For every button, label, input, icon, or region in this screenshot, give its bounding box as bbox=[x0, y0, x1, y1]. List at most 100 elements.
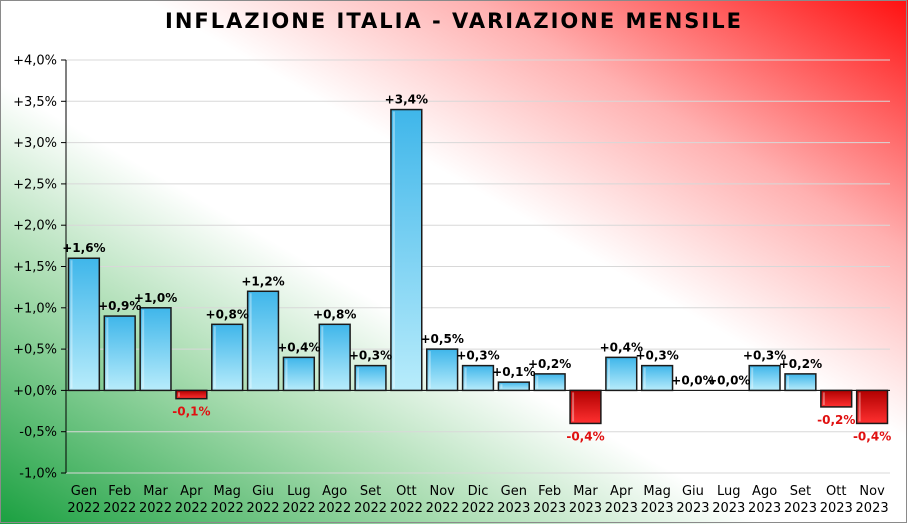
x-tick-year: 2022 bbox=[103, 501, 136, 516]
data-label: -0,4% bbox=[566, 429, 604, 443]
y-tick-label: +0,5% bbox=[13, 343, 57, 358]
x-tick-month: Lug bbox=[287, 484, 311, 499]
y-tick-label: -1,0% bbox=[19, 467, 57, 482]
y-tick-label: +2,5% bbox=[13, 177, 57, 192]
data-label: -0,2% bbox=[817, 413, 855, 427]
x-tick-month: Ott bbox=[826, 484, 846, 499]
bar-dic-2022 bbox=[461, 364, 495, 392]
y-tick-label: +2,0% bbox=[13, 219, 57, 234]
x-tick-month: Gen bbox=[501, 484, 527, 499]
data-label: +0,9% bbox=[98, 299, 141, 313]
x-tick-year: 2023 bbox=[676, 501, 709, 516]
data-label: +1,0% bbox=[134, 291, 177, 305]
x-tick-month: Giu bbox=[682, 484, 704, 499]
bar-nov-2022 bbox=[426, 348, 459, 392]
data-label: +0,5% bbox=[421, 332, 464, 346]
x-tick-month: Dic bbox=[468, 484, 489, 499]
x-tick-month: Giu bbox=[252, 484, 274, 499]
bar-ott-2023 bbox=[820, 389, 853, 408]
x-tick-year: 2023 bbox=[784, 501, 817, 516]
y-tick-label: +3,0% bbox=[13, 136, 57, 151]
x-tick-year: 2022 bbox=[318, 501, 351, 516]
x-tick-year: 2023 bbox=[641, 501, 674, 516]
x-axis-tick-labels: Gen 2022 Feb 2022 Mar 2022 Apr 2022 Mag 2022 Giu 20… bbox=[67, 484, 888, 516]
bar-giu-2022 bbox=[246, 290, 280, 392]
x-tick-month: Ott bbox=[396, 484, 416, 499]
bar-lug-2022 bbox=[282, 356, 316, 392]
x-tick-month: Set bbox=[360, 484, 381, 499]
data-label: +0,0% bbox=[671, 373, 714, 387]
x-tick-year: 2023 bbox=[712, 501, 745, 516]
bar-mag-2023 bbox=[640, 364, 674, 392]
bar-ago-2023 bbox=[748, 364, 781, 392]
bar-mar-2023 bbox=[569, 389, 602, 425]
x-tick-month: Set bbox=[790, 484, 811, 499]
x-tick-year: 2022 bbox=[139, 501, 172, 516]
x-tick-year: 2022 bbox=[175, 501, 208, 516]
x-tick-month: Mar bbox=[143, 484, 168, 499]
data-labels: +1,6% +0,9%+1,0% -0,1% +0,8% +1,2% +0,4% +0,8%… bbox=[62, 93, 891, 444]
bar-feb-2023 bbox=[533, 373, 566, 392]
x-tick-year: 2023 bbox=[569, 501, 602, 516]
y-tick-label: +4,0% bbox=[13, 54, 57, 69]
x-tick-year: 2023 bbox=[605, 501, 638, 516]
data-label: +0,1% bbox=[492, 365, 535, 379]
data-label: +0,2% bbox=[528, 357, 571, 371]
data-label: +0,4% bbox=[600, 340, 643, 354]
data-label: +0,3% bbox=[635, 349, 678, 363]
bar-feb-2022 bbox=[103, 315, 136, 392]
x-tick-month: Nov bbox=[859, 484, 885, 499]
y-tick-label: +1,5% bbox=[13, 260, 57, 275]
y-tick-label: +1,0% bbox=[13, 301, 57, 316]
x-tick-month: Apr bbox=[610, 484, 633, 499]
x-tick-month: Nov bbox=[429, 484, 455, 499]
x-tick-month: Ago bbox=[322, 484, 347, 499]
bars bbox=[67, 108, 889, 425]
x-tick-year: 2022 bbox=[282, 501, 315, 516]
data-label: +0,8% bbox=[313, 307, 356, 321]
x-tick-year: 2022 bbox=[426, 501, 459, 516]
bar-mar-2022 bbox=[139, 307, 172, 392]
data-label: +0,3% bbox=[349, 349, 392, 363]
x-tick-month: Mar bbox=[573, 484, 598, 499]
bar-apr-2022 bbox=[175, 389, 208, 400]
bar-nov-2023 bbox=[855, 389, 889, 425]
chart-title: INFLAZIONE ITALIA - VARIAZIONE MENSILE bbox=[165, 9, 743, 33]
y-axis-tick-labels: +4,0% +3,5% +3,0% +2,5% +2,0% +1,5% +1,0% +0,5%… bbox=[13, 54, 57, 482]
data-label: +0,0% bbox=[707, 373, 750, 387]
bar-mag-2022 bbox=[211, 323, 244, 392]
x-tick-year: 2022 bbox=[246, 501, 279, 516]
bar-gen-2022 bbox=[67, 257, 101, 392]
x-tick-year: 2023 bbox=[497, 501, 530, 516]
x-tick-year: 2023 bbox=[856, 501, 889, 516]
x-tick-year: 2023 bbox=[533, 501, 566, 516]
x-tick-year: 2022 bbox=[211, 501, 244, 516]
x-tick-year: 2022 bbox=[67, 501, 100, 516]
x-tick-year: 2022 bbox=[461, 501, 494, 516]
bar-apr-2023 bbox=[605, 356, 638, 392]
data-label: +1,6% bbox=[62, 241, 105, 255]
x-tick-month: Ago bbox=[752, 484, 777, 499]
x-tick-month: Feb bbox=[538, 484, 561, 499]
data-label: +0,2% bbox=[779, 357, 822, 371]
bar-ott-2022 bbox=[390, 108, 423, 392]
x-tick-month: Mag bbox=[213, 484, 240, 499]
x-tick-year: 2022 bbox=[390, 501, 423, 516]
x-tick-year: 2023 bbox=[820, 501, 853, 516]
bar-gen-2023 bbox=[497, 381, 530, 392]
data-label: +0,3% bbox=[456, 349, 499, 363]
x-tick-month: Gen bbox=[71, 484, 97, 499]
y-tick-label: -0,5% bbox=[19, 425, 57, 440]
data-label: +0,8% bbox=[206, 307, 249, 321]
x-tick-month: Feb bbox=[108, 484, 131, 499]
data-label: -0,4% bbox=[853, 429, 891, 443]
x-tick-year: 2023 bbox=[748, 501, 781, 516]
data-label: +0,4% bbox=[277, 340, 320, 354]
data-label: +3,4% bbox=[385, 93, 428, 107]
x-tick-year: 2022 bbox=[354, 501, 387, 516]
bar-ago-2022 bbox=[318, 323, 351, 392]
